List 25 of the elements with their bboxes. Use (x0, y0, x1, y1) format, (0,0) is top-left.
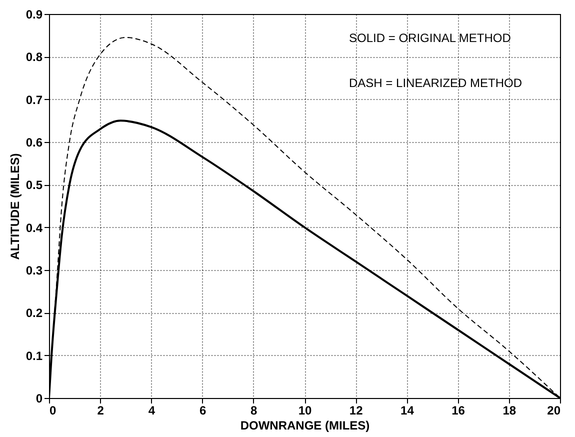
x-tick-label: 14 (400, 404, 414, 418)
x-axis-title: DOWNRANGE (MILES) (240, 418, 370, 432)
y-tick-label: 0.3 (26, 264, 43, 278)
x-tick-label: 16 (452, 404, 466, 418)
y-axis-title: ALTITUDE (MILES) (8, 153, 22, 260)
y-tick-label: 0.2 (26, 306, 43, 320)
x-tick-label: 10 (298, 404, 312, 418)
y-tick-label: 0.7 (26, 92, 43, 107)
x-tick-label: 20 (547, 404, 561, 418)
x-tick-label: 2 (97, 404, 104, 418)
y-tick-label: 0.1 (26, 348, 43, 363)
y-tick-label: 0.6 (26, 136, 43, 150)
x-tick-label: 6 (199, 404, 206, 418)
y-tick-label: 0 (36, 392, 43, 406)
y-tick-label: 0.9 (26, 8, 43, 22)
x-tick-label: 4 (148, 404, 156, 418)
y-tick-label: 0.5 (26, 178, 43, 192)
y-tick-label: 0.4 (26, 220, 43, 235)
y-tick-label: 0.8 (26, 50, 43, 64)
x-tick-label: 18 (502, 404, 516, 418)
x-tick-label: 8 (250, 404, 258, 418)
x-tick-label: 12 (349, 404, 364, 418)
annotation: SOLID = ORIGINAL METHOD (349, 31, 512, 45)
x-tick-label: 0 (50, 404, 56, 418)
annotation: DASH = LINEARIZED METHOD (349, 76, 522, 90)
